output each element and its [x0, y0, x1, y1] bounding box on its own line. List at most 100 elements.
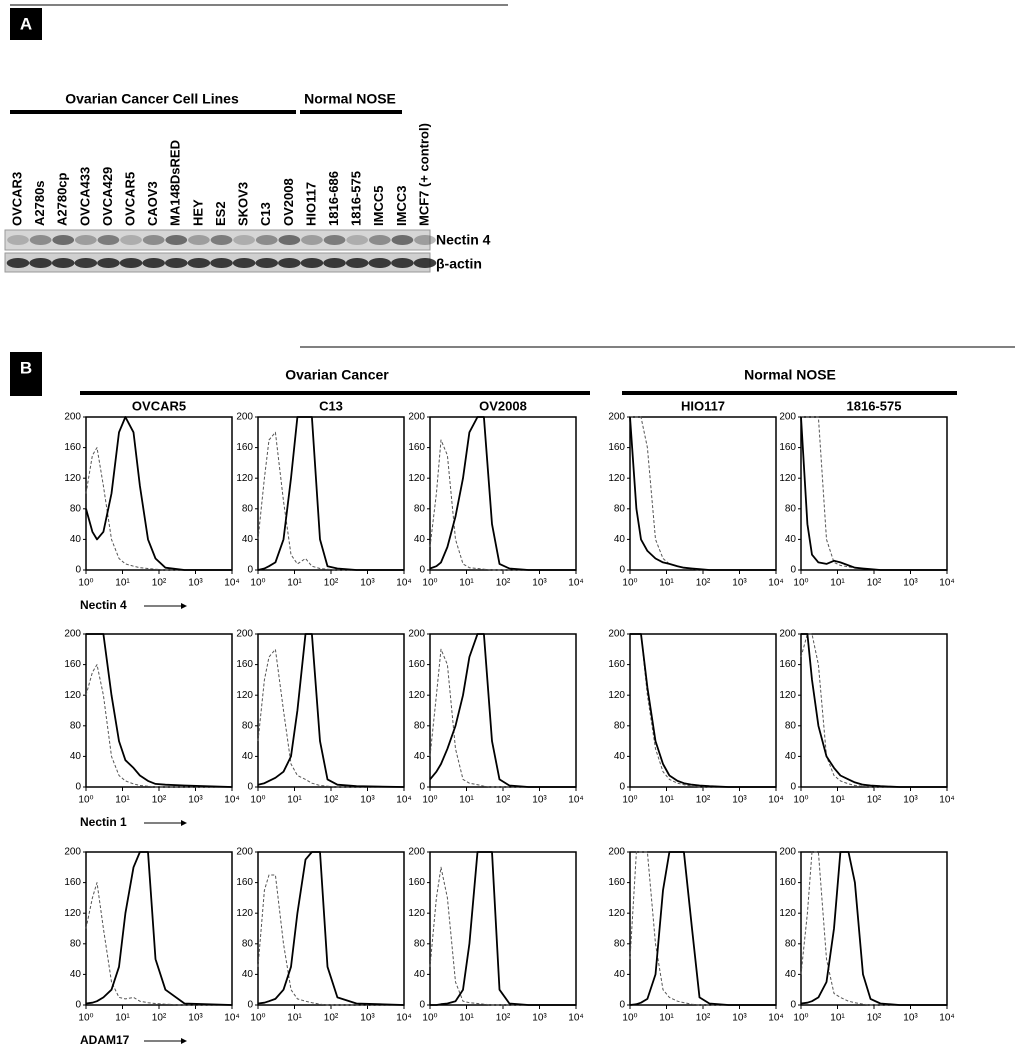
x-tick-label: 10⁴: [939, 578, 954, 589]
x-tick-label: 10⁰: [622, 795, 637, 806]
lane-label: 1816-575: [349, 171, 364, 226]
y-tick-label: 200: [779, 847, 796, 858]
y-tick-label: 200: [779, 412, 796, 423]
y-tick-label: 40: [242, 751, 254, 762]
blot-band: [232, 258, 256, 268]
plot-frame: [629, 416, 777, 571]
histogram-line: [800, 633, 947, 788]
blot-band: [233, 235, 255, 245]
lane-label: OVCA429: [100, 167, 115, 226]
blot-band: [97, 235, 120, 245]
y-tick-label: 160: [64, 659, 81, 670]
y-tick-label: 80: [242, 720, 254, 731]
blot-band: [188, 235, 210, 245]
y-tick-label: 40: [70, 751, 82, 762]
axis-label: ADAM17: [80, 1033, 130, 1047]
x-tick-label: 10²: [496, 795, 511, 806]
y-tick-label: 0: [75, 1000, 81, 1011]
y-tick-label: 120: [236, 690, 253, 701]
blot-band: [413, 258, 437, 268]
group-bar: [300, 110, 402, 114]
y-tick-label: 120: [408, 908, 425, 919]
arrow-head: [181, 820, 187, 826]
y-tick-label: 40: [414, 969, 426, 980]
group-label: Normal NOSE: [304, 91, 396, 107]
plot-frame: [629, 851, 777, 1006]
blot-band: [368, 235, 391, 245]
y-tick-label: 0: [75, 565, 81, 576]
y-tick-label: 0: [619, 782, 625, 793]
y-tick-label: 160: [608, 659, 625, 670]
x-tick-label: 10⁴: [768, 1013, 783, 1024]
y-tick-label: 120: [64, 690, 81, 701]
y-tick-label: 80: [414, 720, 426, 731]
x-tick-label: 10⁰: [250, 578, 265, 589]
lane-label: C13: [258, 202, 273, 226]
lane-label: A2780cp: [55, 172, 70, 226]
x-tick-label: 10⁴: [224, 795, 239, 806]
y-tick-label: 40: [414, 534, 426, 545]
x-tick-label: 10²: [152, 578, 167, 589]
y-tick-label: 0: [419, 565, 425, 576]
x-tick-label: 10⁴: [224, 1013, 239, 1024]
y-tick-label: 40: [785, 534, 797, 545]
chart-title: OVCAR5: [132, 398, 186, 413]
histogram-line: [85, 416, 232, 571]
blot-band: [210, 258, 233, 268]
blot-band: [255, 235, 278, 245]
y-tick-label: 120: [408, 690, 425, 701]
blot-band: [120, 235, 142, 245]
arrow-head: [181, 603, 187, 609]
y-tick-label: 160: [236, 659, 253, 670]
histogram-line: [801, 416, 947, 571]
x-tick-label: 10⁴: [768, 578, 783, 589]
histogram-line: [629, 851, 776, 1006]
blot-band: [7, 235, 29, 245]
histogram-line: [800, 851, 947, 1006]
y-tick-label: 200: [779, 629, 796, 640]
band-label: β-actin: [436, 256, 482, 272]
histogram-line: [429, 866, 576, 1006]
group-bar: [622, 391, 957, 395]
x-tick-label: 10⁴: [939, 1013, 954, 1024]
panel-label: A: [20, 14, 32, 33]
histogram-line: [257, 431, 404, 571]
histogram-line: [85, 882, 232, 1006]
x-tick-label: 10⁰: [622, 1013, 637, 1024]
histogram-line: [429, 648, 576, 788]
y-tick-label: 200: [608, 412, 625, 423]
x-tick-label: 10²: [324, 1013, 339, 1024]
blot-band: [142, 258, 165, 268]
x-tick-label: 10³: [903, 795, 918, 806]
histogram-line: [86, 633, 233, 788]
x-tick-label: 10¹: [287, 1013, 302, 1024]
y-tick-label: 40: [242, 969, 254, 980]
y-tick-label: 0: [247, 565, 253, 576]
blot-band: [278, 235, 301, 245]
band-label: Nectin 4: [436, 232, 491, 248]
x-tick-label: 10³: [188, 795, 203, 806]
blot-band: [119, 258, 143, 268]
y-tick-label: 120: [608, 690, 625, 701]
histogram-line: [257, 851, 405, 1006]
x-tick-label: 10¹: [830, 578, 845, 589]
panel-badge: [10, 8, 42, 40]
y-tick-label: 80: [242, 503, 254, 514]
blot-band: [255, 258, 279, 268]
histogram-line: [257, 874, 404, 1006]
lane-label: ES2: [213, 201, 228, 226]
histogram-line: [430, 851, 576, 1006]
x-tick-label: 10²: [152, 1013, 167, 1024]
plot-frame: [429, 851, 577, 1006]
lane-label: OV2008: [281, 178, 296, 226]
x-tick-label: 10⁰: [422, 1013, 437, 1024]
y-tick-label: 120: [236, 473, 253, 484]
y-tick-label: 0: [75, 782, 81, 793]
x-tick-label: 10²: [867, 1013, 882, 1024]
y-tick-label: 40: [614, 534, 626, 545]
histogram-line: [801, 633, 947, 788]
x-tick-label: 10³: [903, 1013, 918, 1024]
blot-band: [391, 258, 414, 268]
chart-title: OV2008: [479, 398, 527, 413]
x-tick-label: 10⁰: [78, 1013, 93, 1024]
